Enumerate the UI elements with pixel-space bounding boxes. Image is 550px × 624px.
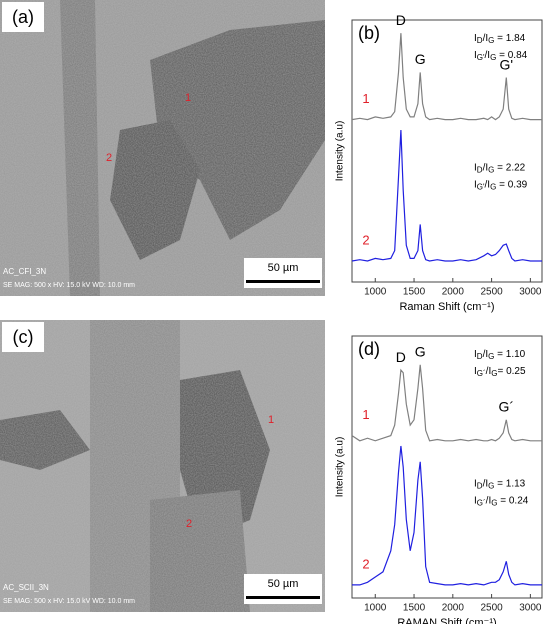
x-tick-label: 2000 [442,603,465,614]
ratio-part: /I [483,478,489,489]
ratio-part: I [474,33,477,44]
x-tick-label: 2000 [442,287,465,298]
series-label: 2 [362,232,369,247]
ratio-part: I [474,366,477,377]
ratio-part: G´ [477,369,486,378]
sample-label: AC_CFI_3N [3,267,46,276]
ratio-part: I [474,349,477,360]
peak-label: G´ [499,399,515,415]
x-tick-label: 2500 [480,287,503,298]
ratio-part: G [488,352,494,361]
ratio-part: = 0.25 [497,366,526,377]
panel-letter: (d) [358,339,380,359]
ratio-annotation: ID/IG = 1.10 [474,349,526,361]
ratio-part: = 1.10 [494,349,525,360]
x-axis-label: RAMAN Shift (cm⁻¹) [397,617,496,624]
ratio-part: I [474,50,477,61]
scale-label: 50 µm [268,262,299,274]
x-tick-label: 1500 [403,603,426,614]
ratio-part: G [488,36,494,45]
ratio-annotation: ID/IG = 1.84 [474,33,526,45]
x-tick-label: 3000 [519,603,542,614]
x-tick-label: 3000 [519,287,542,298]
panel-letter: (a) [12,7,34,27]
ratio-annotation: IG'/IG = 0.39 [474,179,528,191]
ratio-part: D [477,166,483,175]
region-label: 1 [268,414,274,426]
panel-letter: (c) [13,327,34,347]
ratio-part: /I [483,162,489,173]
ratio-part: I [474,495,477,506]
ratio-part: D [477,36,483,45]
ratio-part: G´ [477,499,486,508]
ratio-annotation: IG´/IG= 0.25 [474,366,526,378]
panel-letter: (b) [358,23,380,43]
ratio-part: = 1.84 [494,33,525,44]
ratio-part: G [488,482,494,491]
ratio-part: D [477,352,483,361]
ratio-part: /I [485,50,491,61]
x-tick-label: 1000 [364,287,387,298]
y-axis-label: Intensity (a.u) [335,437,346,498]
ratio-part: G [491,499,497,508]
spectrum-line [351,33,542,121]
x-tick-label: 1000 [364,603,387,614]
plot-frame [351,335,543,599]
spectrum-line [351,129,542,262]
plot-frame [351,19,543,283]
region-label: 1 [185,92,191,104]
sem-info: SE MAG: 500 x HV: 15.0 kV WD: 10.0 mm [3,598,135,605]
series-label: 1 [362,91,369,106]
y-axis-label: Intensity (a.u) [335,121,346,182]
sample-label: AC_SCII_3N [3,583,49,592]
ratio-part: I [474,179,477,190]
region-label: 2 [106,152,112,164]
ratio-annotation: ID/IG = 1.13 [474,478,526,490]
sem-info: SE MAG: 500 x HV: 15.0 kV WD: 10.0 mm [3,282,135,289]
peak-label: G' [500,56,514,72]
ratio-part: = 0.24 [497,495,528,506]
ratio-part: /I [486,495,492,506]
scale-bar [246,596,320,599]
ratio-part: = 1.13 [494,478,525,489]
x-tick-label: 1500 [403,287,426,298]
x-tick-label: 2500 [480,603,503,614]
ratio-part: G [490,183,496,192]
region-label: 2 [186,518,192,530]
peak-label: D [396,349,406,365]
ratio-annotation: IG´/IG = 0.24 [474,495,529,507]
x-axis-label: Raman Shift (cm⁻¹) [399,301,494,313]
ratio-part: I [474,162,477,173]
ratio-part: G' [477,183,485,192]
spectrum-line [351,364,542,442]
ratio-annotation: ID/IG = 2.22 [474,162,526,174]
ratio-part: = 0.84 [496,50,527,61]
sem-image-a: (a) 1 2 AC_CFI_3N SE MAG: 500 x HV: 15.0… [0,0,325,296]
peak-label: G [415,51,426,67]
series-label: 2 [362,556,369,571]
ratio-annotation: IG'/IG = 0.84 [474,50,528,62]
series-label: 1 [362,407,369,422]
scale-label: 50 µm [268,578,299,590]
ratio-part: /I [483,33,489,44]
ratio-part: /I [483,349,489,360]
sem-image-c: (c) 1 2 AC_SCII_3N SE MAG: 500 x HV: 15.… [0,320,325,612]
peak-label: G [415,344,426,360]
ratio-part: = 2.22 [494,162,525,173]
ratio-part: I [474,478,477,489]
spectrum-line [352,445,542,586]
peak-label: D [396,12,406,28]
ratio-part: /I [486,366,492,377]
ratio-part: G' [477,53,485,62]
ratio-part: /I [485,179,491,190]
ratio-part: = 0.39 [496,179,527,190]
ratio-part: G [490,53,496,62]
scale-bar [246,280,320,283]
ratio-part: G [488,166,494,175]
ratio-part: D [477,482,483,491]
ratio-part: G [491,369,497,378]
